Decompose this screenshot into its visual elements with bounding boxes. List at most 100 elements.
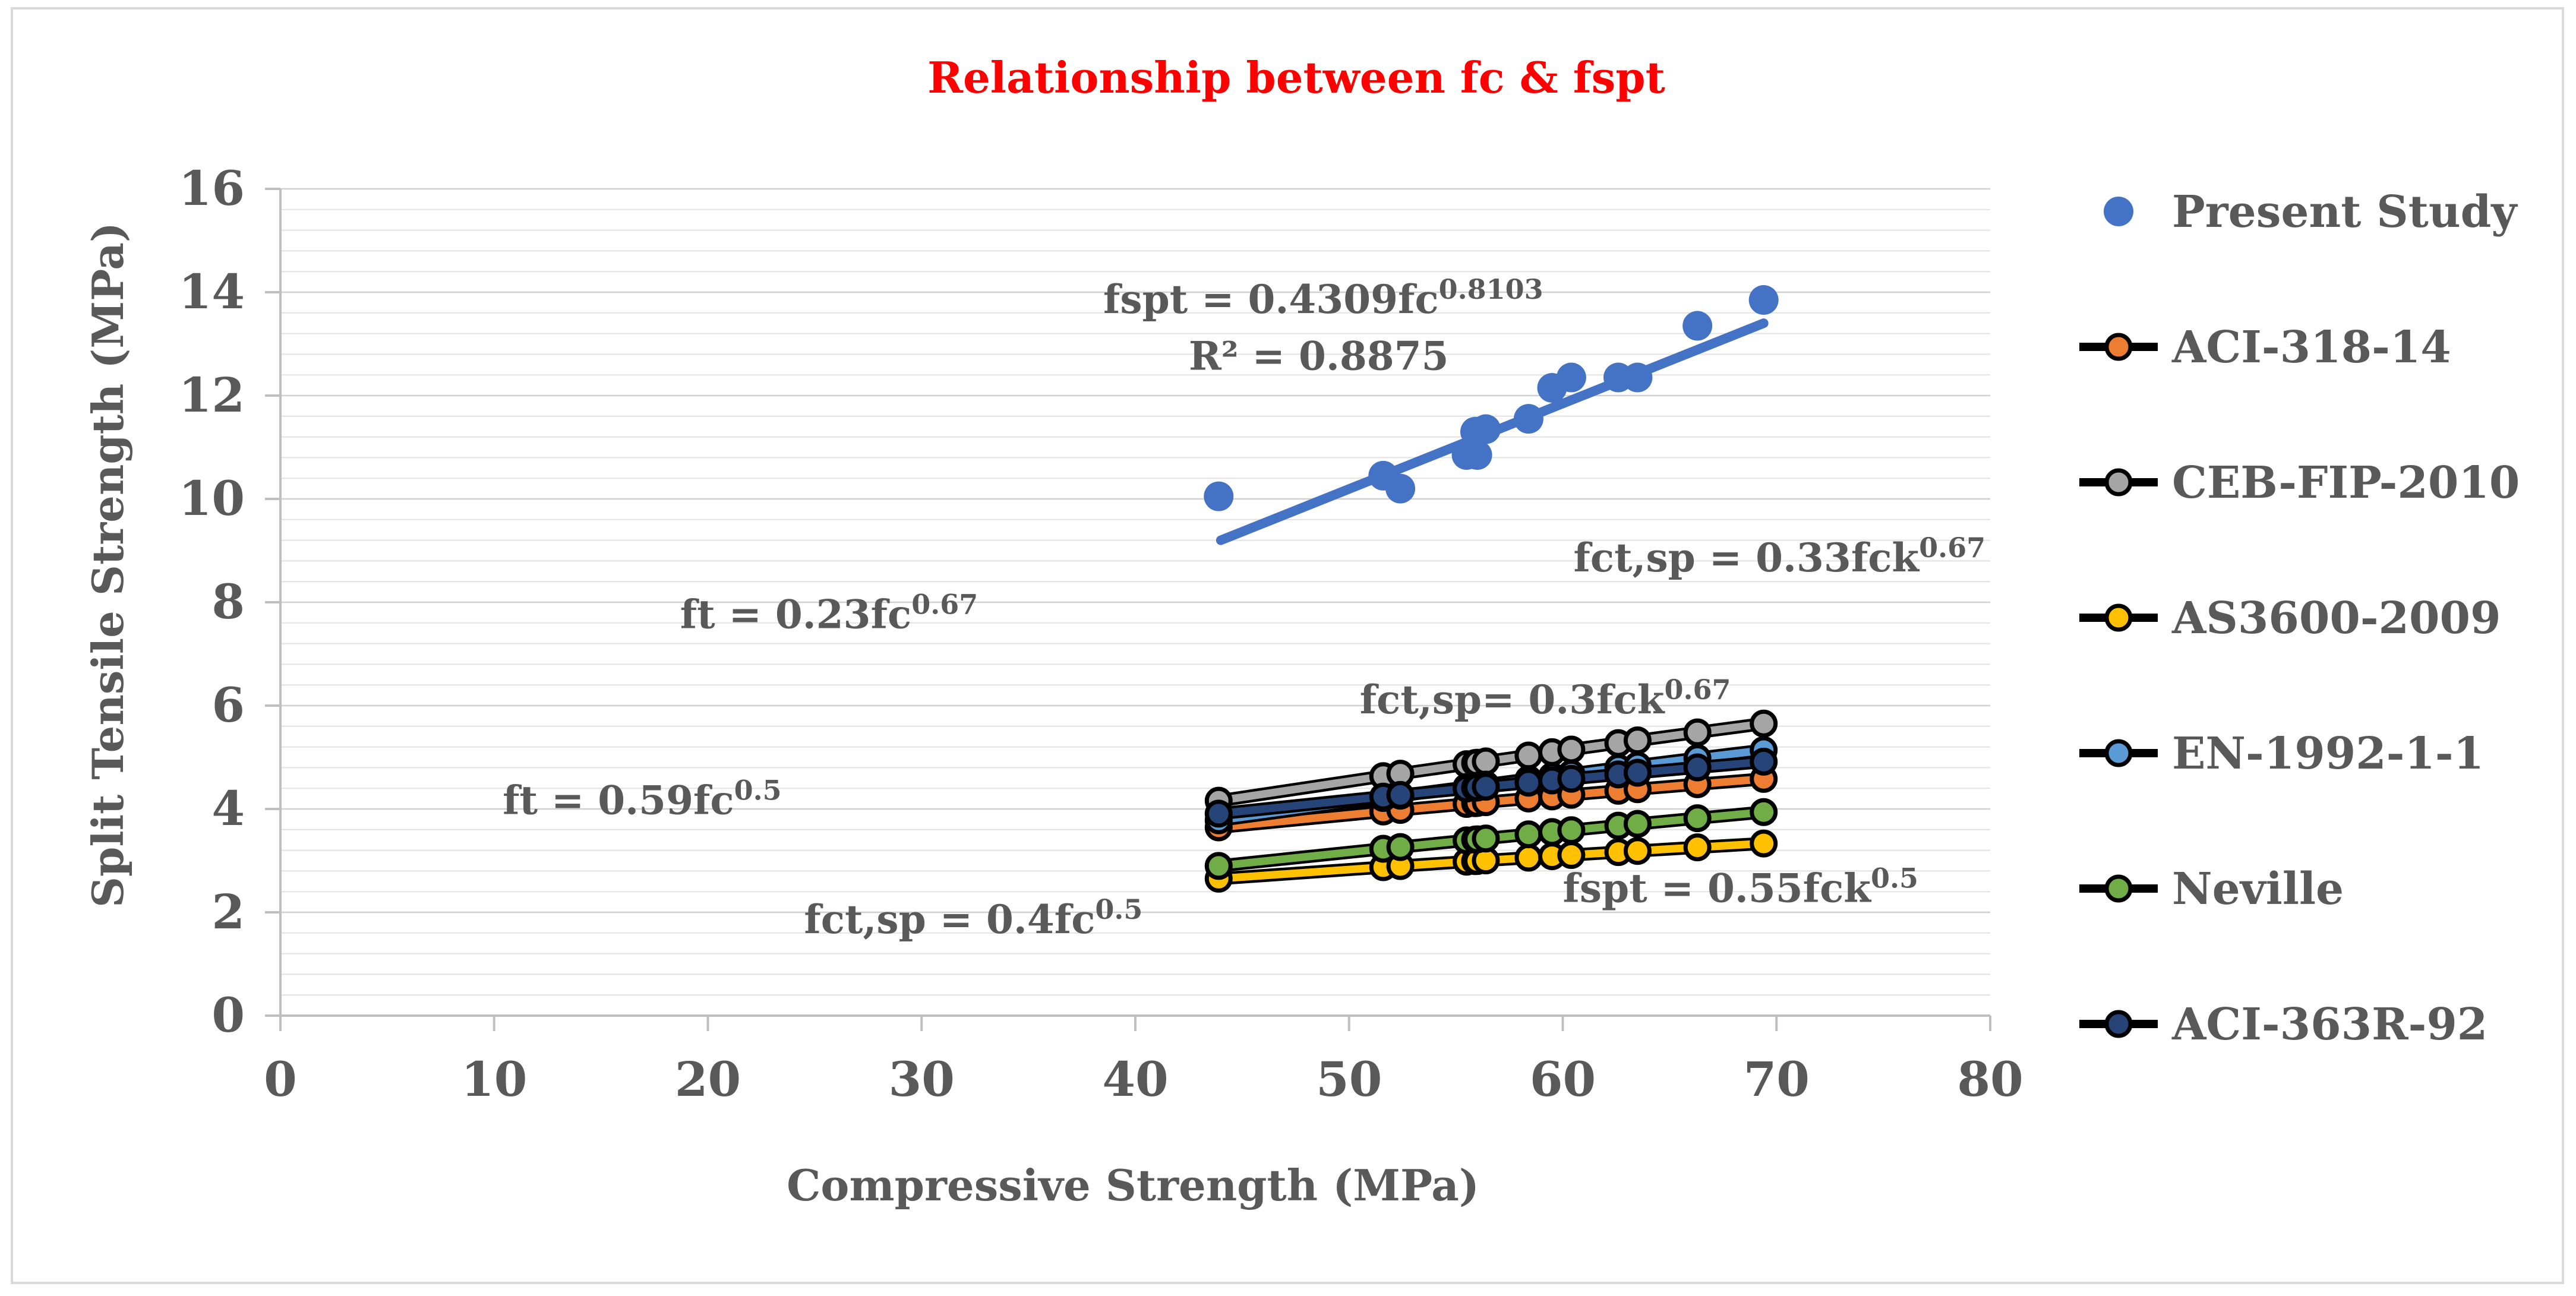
legend-marker: [2104, 1010, 2133, 1038]
series-marker: [1750, 747, 1778, 776]
series-neville: [1204, 798, 1778, 880]
x-tick-label: 70: [1744, 1051, 1810, 1107]
present-study-point: [1462, 440, 1492, 470]
legend-label: AS3600-2009: [2171, 593, 2501, 644]
equation-label: fspt = 0.55fck0.5: [1563, 862, 1919, 912]
x-tick-label: 50: [1316, 1051, 1382, 1107]
y-axis-title: Split Tensile Strength (MPa): [83, 222, 133, 908]
series-marker: [1204, 799, 1233, 828]
series-marker: [1386, 833, 1415, 861]
x-tick-label: 10: [461, 1051, 527, 1107]
equation-exponent: 0.5: [734, 775, 782, 807]
legend-marker: [2104, 874, 2133, 903]
y-tick-label: 0: [211, 987, 245, 1043]
x-tick-label: 40: [1102, 1051, 1168, 1107]
x-tick-label: 0: [264, 1051, 297, 1107]
legend-marker: [2104, 333, 2133, 361]
equation-label: fspt = 0.4309fc0.8103: [1103, 273, 1543, 323]
equation-annotations: fspt = 0.4309fc0.8103 R² = 0.8875 fct,sp =…: [503, 273, 1985, 943]
equation-label: ft = 0.23fc0.67: [680, 589, 978, 638]
series-marker: [1514, 741, 1543, 770]
equation-exponent: 0.8103: [1439, 273, 1543, 305]
series-marker: [1750, 709, 1778, 738]
legend-item-aci-363r-92: ACI-363R-92: [2079, 999, 2487, 1050]
present-study-point: [1556, 362, 1586, 393]
series-marker: [1514, 843, 1543, 872]
series-marker: [1557, 816, 1586, 845]
series-marker: [1204, 852, 1233, 880]
series-marker: [1750, 829, 1778, 858]
series-present-study: [1204, 285, 1779, 545]
legend-label: CEB-FIP-2010: [2172, 457, 2520, 508]
x-tick-label: 30: [889, 1051, 955, 1107]
legend-label: ACI-363R-92: [2171, 999, 2487, 1050]
present-study-point: [1513, 404, 1543, 434]
equation-label: fct,sp= 0.3fck0.67: [1360, 674, 1731, 723]
y-tick-label: 8: [211, 574, 245, 630]
legend-label: Neville: [2172, 864, 2344, 915]
series-aci-363r-92: [1204, 747, 1778, 828]
series-marker: [1623, 837, 1652, 865]
equation-exponent: 0.67: [1665, 674, 1731, 706]
chart-canvas: 0 2 4 6 8 10 12 14 16 0 10 20 30 40 50 60 70 80 fspt = 0.…: [83, 52, 2520, 1210]
equation-text: R² = 0.8875: [1189, 333, 1449, 380]
x-tick-label: 20: [675, 1051, 741, 1107]
legend-item-ceb-fip-2010: CEB-FIP-2010: [2079, 457, 2520, 508]
equation-exponent: 0.5: [1095, 893, 1142, 925]
equation-exponent: 0.67: [911, 589, 978, 621]
legend-item-as3600-2009: AS3600-2009: [2079, 593, 2501, 644]
series-marker: [1472, 824, 1500, 853]
legend-item-en-1992-1-1: EN-1992-1-1: [2079, 728, 2484, 779]
series-marker: [1683, 833, 1712, 862]
legend-label: Present Study: [2172, 187, 2518, 238]
legend-marker: [2104, 468, 2133, 497]
legend-marker: [2104, 603, 2133, 632]
series-ceb-fip-2010: [1204, 709, 1778, 815]
legend: Present Study ACI-318-14 CEB-FIP-2010 AS360…: [2079, 187, 2520, 1050]
y-tick-label: 12: [179, 367, 245, 423]
present-study-point: [1682, 311, 1713, 341]
series-marker: [1514, 820, 1543, 849]
equation-label: R² = 0.8875: [1189, 333, 1449, 380]
series-marker: [1557, 764, 1586, 793]
axes: 0 2 4 6 8 10 12 14 16 0 10 20 30 40 50 60 70 80: [179, 160, 2023, 1107]
legend-item-aci-318-14: ACI-318-14: [2079, 322, 2451, 373]
equation-text: fct,sp = 0.33fck: [1573, 535, 1920, 581]
legend-item-neville: Neville: [2079, 864, 2344, 915]
present-study-point: [1622, 362, 1653, 393]
equation-text: fspt = 0.55fck: [1563, 865, 1872, 912]
equation-text: fct,sp = 0.4fc: [804, 896, 1095, 943]
equation-text: fspt = 0.4309fc: [1103, 276, 1439, 323]
y-tick-label: 10: [179, 470, 245, 526]
y-tick-label: 2: [211, 884, 245, 940]
equation-label: ft = 0.59fc0.5: [503, 775, 782, 824]
series-marker: [1514, 769, 1543, 797]
equation-text: ft = 0.23fc: [680, 592, 911, 638]
series-marker: [1623, 726, 1652, 755]
chart-frame: 0 2 4 6 8 10 12 14 16 0 10 20 30 40 50 60 70 80 fspt = 0.…: [11, 7, 2564, 1284]
chart-title: Relationship between fc & fspt: [927, 52, 1665, 103]
equation-exponent: 0.5: [1871, 862, 1918, 894]
y-tick-label: 4: [211, 780, 245, 836]
equation-label: fct,sp = 0.4fc0.5: [804, 893, 1142, 943]
series-marker: [1557, 841, 1586, 870]
y-tick-label: 16: [179, 160, 245, 216]
legend-label: EN-1992-1-1: [2172, 728, 2484, 779]
present-study-point: [1385, 473, 1416, 504]
y-tick-label: 14: [179, 264, 245, 320]
x-axis-title: Compressive Strength (MPa): [787, 1160, 1479, 1210]
series-marker: [1683, 753, 1712, 782]
series-marker: [1623, 810, 1652, 838]
series-marker: [1472, 747, 1500, 776]
legend-label: ACI-318-14: [2171, 322, 2451, 373]
equation-exponent: 0.67: [1919, 532, 1985, 564]
series-marker: [1386, 780, 1415, 809]
series-marker: [1683, 718, 1712, 747]
series-marker: [1623, 758, 1652, 787]
present-study-point: [1470, 414, 1501, 444]
x-tick-label: 60: [1530, 1051, 1596, 1107]
series-marker: [1557, 735, 1586, 764]
equation-label: fct,sp = 0.33fck0.67: [1573, 532, 1985, 581]
present-study-point: [1204, 481, 1234, 511]
series-marker: [1750, 798, 1778, 826]
